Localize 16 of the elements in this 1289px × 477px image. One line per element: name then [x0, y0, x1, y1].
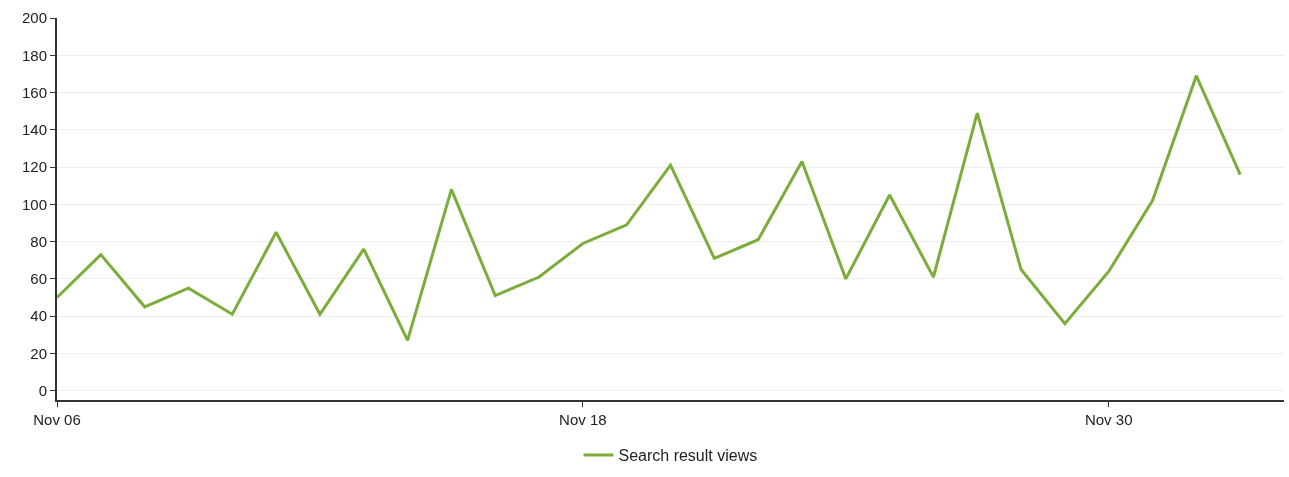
y-tick-label: 180	[21, 46, 47, 64]
y-tick-label: 100	[21, 195, 47, 213]
y-tick-label: 160	[21, 83, 47, 101]
y-tick-label: 140	[21, 121, 47, 139]
line-series	[57, 74, 1242, 342]
x-tick-label: Nov 06	[33, 411, 81, 428]
y-tick-label: 20	[30, 344, 47, 362]
y-tick-label: 80	[30, 232, 47, 250]
x-tick-label: Nov 18	[559, 411, 607, 428]
y-tick-label: 0	[38, 381, 47, 399]
y-tick-label: 60	[30, 270, 47, 288]
y-tick-label: 120	[21, 158, 47, 176]
y-tick-label: 200	[21, 9, 47, 27]
legend-label: Search result views	[618, 447, 758, 465]
y-tick-label: 40	[30, 307, 47, 325]
x-tick-label: Nov 30	[1084, 411, 1133, 428]
